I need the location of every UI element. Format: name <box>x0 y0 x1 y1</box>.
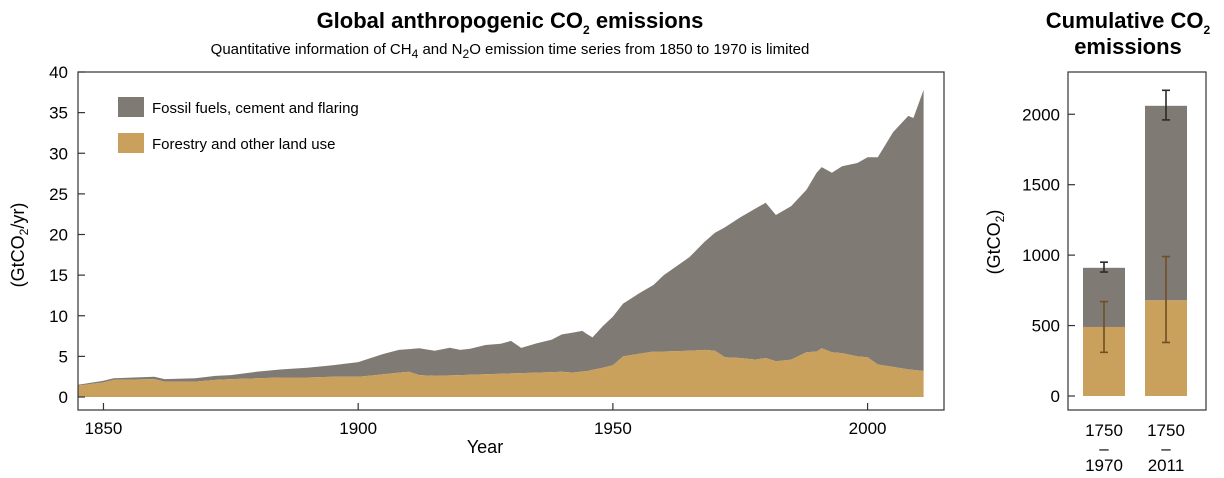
legend-swatch-land <box>118 133 144 153</box>
error-bar-land <box>1162 255 1170 344</box>
cumulative-title-line2: emissions <box>1074 34 1182 59</box>
area-fossil-fuels <box>78 89 924 386</box>
y-tick-label: 20 <box>49 226 68 245</box>
y-tick-label: 30 <box>49 144 68 163</box>
x-tick-label: 2000 <box>849 419 887 438</box>
x-tick-label: 1850 <box>85 419 123 438</box>
category-label: – <box>1099 439 1109 458</box>
cumulative-y-tick-label: 1500 <box>1022 176 1060 195</box>
error-bar-land <box>1100 300 1108 354</box>
area-series-layers <box>78 89 924 397</box>
legend-label-land: Forestry and other land use <box>152 136 335 153</box>
y-axis-label: (GtCO2/yr) <box>8 203 31 288</box>
chart-title: Global anthropogenic CO2 emissions <box>317 8 704 37</box>
y-tick-label: 25 <box>49 185 68 204</box>
error-bar-fossil <box>1100 261 1108 273</box>
category-label: – <box>1161 439 1171 458</box>
category-label: 1970 <box>1085 456 1123 475</box>
cumulative-frame <box>1067 71 1207 411</box>
left-axis-ticks: 0 5 10 15 20 25 30 35 40 1850 1900 1950 2000 <box>49 63 886 438</box>
y-tick-label: 35 <box>49 104 68 123</box>
y-tick-label: 5 <box>59 347 68 366</box>
cumulative-title-line1: Cumulative CO2 <box>1046 8 1211 37</box>
category-label: 1750 <box>1147 421 1185 440</box>
chart-subtitle: Quantitative information of CH4 and N2O … <box>211 41 810 61</box>
legend-swatch-fossil <box>118 97 144 117</box>
plot-frame <box>77 71 945 411</box>
x-axis-label: Year <box>467 437 503 457</box>
category-label: 1750 <box>1085 421 1123 440</box>
legend-label-fossil: Fossil fuels, cement and flaring <box>152 100 359 117</box>
y-tick-label: 0 <box>59 388 68 407</box>
cumulative-y-tick-label: 1000 <box>1022 246 1060 265</box>
cumulative-axis-ticks: 0 500 1000 1500 2000 <box>1022 105 1075 406</box>
y-tick-label: 10 <box>49 307 68 326</box>
y-tick-label: 15 <box>49 266 68 285</box>
x-tick-label: 1900 <box>339 419 377 438</box>
y-tick-label: 40 <box>49 63 68 82</box>
category-label: 2011 <box>1148 456 1185 475</box>
area-forestry-land-use <box>78 348 924 397</box>
cumulative-y-tick-label: 500 <box>1032 317 1060 336</box>
cumulative-y-tick-label: 0 <box>1051 387 1060 406</box>
error-bar-fossil <box>1162 89 1170 121</box>
cumulative-y-axis-label: (GtCO2) <box>984 210 1007 275</box>
cumulative-y-tick-label: 2000 <box>1022 105 1060 124</box>
x-tick-label: 1950 <box>594 419 632 438</box>
